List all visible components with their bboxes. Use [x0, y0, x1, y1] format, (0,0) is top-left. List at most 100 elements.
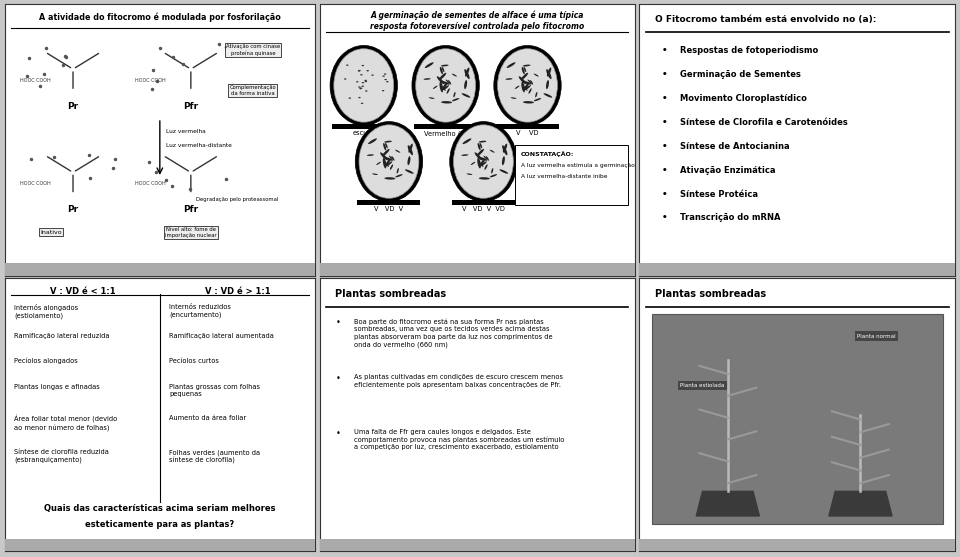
Ellipse shape [474, 153, 482, 160]
Text: Transcrição do mRNA: Transcrição do mRNA [681, 213, 780, 222]
Text: Pecíolos curtos: Pecíolos curtos [169, 358, 219, 364]
Text: •: • [661, 70, 667, 79]
Text: esteticamente para as plantas?: esteticamente para as plantas? [85, 520, 234, 529]
Ellipse shape [502, 156, 505, 165]
Text: Planta normal: Planta normal [857, 334, 896, 339]
Ellipse shape [382, 90, 384, 91]
Ellipse shape [440, 82, 444, 92]
Text: Folhas verdes (aumento da
síntese de clorofila): Folhas verdes (aumento da síntese de clo… [169, 449, 260, 464]
Text: Nível alto: fome de
importação nuclear: Nível alto: fome de importação nuclear [165, 227, 217, 238]
Ellipse shape [486, 156, 489, 161]
Text: CONSTATAÇÃO:: CONSTATAÇÃO: [521, 151, 575, 157]
Text: Vermelho (V): Vermelho (V) [424, 130, 468, 137]
Ellipse shape [358, 86, 361, 88]
Text: Respostas de fotoperiodismo: Respostas de fotoperiodismo [681, 46, 819, 55]
Ellipse shape [384, 177, 396, 179]
Ellipse shape [344, 79, 347, 80]
Text: Plantas sombreadas: Plantas sombreadas [335, 290, 446, 300]
Ellipse shape [367, 154, 374, 156]
FancyBboxPatch shape [496, 124, 559, 129]
Ellipse shape [465, 69, 469, 79]
Text: Planta estiolada: Planta estiolada [681, 383, 725, 388]
Ellipse shape [362, 86, 364, 87]
Ellipse shape [478, 162, 484, 167]
Ellipse shape [442, 67, 444, 72]
Ellipse shape [365, 81, 367, 82]
Text: •: • [335, 429, 340, 438]
Text: Degradação pelo proteassomal: Degradação pelo proteassomal [196, 197, 278, 202]
Ellipse shape [478, 157, 488, 161]
FancyBboxPatch shape [652, 314, 943, 524]
Ellipse shape [492, 168, 493, 174]
Text: Inativo: Inativo [40, 229, 62, 234]
Ellipse shape [429, 97, 435, 99]
Ellipse shape [408, 144, 413, 153]
Ellipse shape [490, 174, 497, 177]
Ellipse shape [522, 81, 532, 85]
Ellipse shape [546, 80, 549, 89]
Text: •: • [661, 141, 667, 151]
Text: Plantas longas e afinadas: Plantas longas e afinadas [14, 384, 100, 389]
Text: A germinação de sementes de alface é uma típica: A germinação de sementes de alface é uma… [371, 11, 584, 20]
Text: V    VD: V VD [516, 130, 539, 136]
Text: •: • [661, 46, 667, 55]
Ellipse shape [449, 121, 517, 202]
Ellipse shape [524, 82, 529, 90]
Ellipse shape [348, 97, 351, 99]
Ellipse shape [360, 74, 363, 76]
Ellipse shape [443, 85, 449, 90]
Ellipse shape [477, 149, 484, 156]
Ellipse shape [383, 157, 393, 161]
Ellipse shape [441, 65, 448, 66]
Text: •: • [661, 94, 667, 103]
Text: Ramificação lateral reduzida: Ramificação lateral reduzida [14, 333, 109, 339]
Ellipse shape [372, 75, 373, 76]
FancyBboxPatch shape [5, 263, 315, 276]
Ellipse shape [439, 73, 446, 80]
Ellipse shape [523, 65, 531, 66]
Ellipse shape [547, 67, 551, 76]
Text: A luz vermelha estimula a germinação: A luz vermelha estimula a germinação [521, 163, 635, 168]
Ellipse shape [386, 81, 389, 82]
Ellipse shape [543, 93, 552, 97]
Ellipse shape [484, 155, 488, 160]
Text: HOOC COOH: HOOC COOH [20, 77, 51, 82]
Ellipse shape [382, 149, 390, 156]
Ellipse shape [515, 86, 519, 89]
Ellipse shape [536, 92, 538, 97]
Ellipse shape [359, 125, 419, 198]
Ellipse shape [440, 67, 443, 74]
Text: Plantas grossas com folhas
pequenas: Plantas grossas com folhas pequenas [169, 384, 260, 397]
Text: Pr: Pr [67, 102, 79, 111]
Ellipse shape [506, 78, 513, 80]
Ellipse shape [437, 76, 444, 84]
FancyBboxPatch shape [452, 200, 515, 205]
Ellipse shape [396, 168, 398, 174]
Ellipse shape [385, 143, 388, 148]
Ellipse shape [521, 67, 525, 74]
FancyBboxPatch shape [639, 263, 955, 276]
Ellipse shape [372, 173, 378, 175]
Ellipse shape [385, 159, 391, 166]
Ellipse shape [523, 101, 534, 104]
Ellipse shape [534, 98, 541, 101]
Ellipse shape [503, 144, 507, 153]
Ellipse shape [477, 158, 481, 168]
Text: Pfr: Pfr [183, 205, 199, 214]
Ellipse shape [362, 82, 364, 84]
Text: HOOC COOH: HOOC COOH [135, 181, 166, 186]
Ellipse shape [383, 158, 387, 168]
Text: •: • [661, 118, 667, 127]
Ellipse shape [507, 62, 516, 68]
Ellipse shape [463, 138, 471, 144]
Text: resposta fotoreversível controlada pelo fitocromo: resposta fotoreversível controlada pelo … [370, 22, 585, 31]
Ellipse shape [383, 143, 386, 150]
Text: Quais das características acima seriam melhores: Quais das características acima seriam m… [44, 504, 276, 512]
Ellipse shape [440, 81, 449, 85]
Ellipse shape [479, 143, 482, 148]
Ellipse shape [361, 102, 364, 104]
Text: V   VD  V: V VD V [374, 207, 403, 212]
Ellipse shape [485, 164, 488, 170]
Text: Plantas sombreadas: Plantas sombreadas [655, 290, 766, 300]
Ellipse shape [481, 162, 487, 166]
